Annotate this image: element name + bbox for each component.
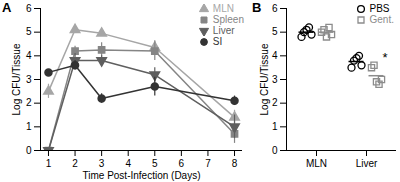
svg-text:3: 3 (272, 74, 278, 85)
html-text:Liver: Liver (212, 25, 235, 36)
svg-text:*: * (382, 50, 387, 65)
svg-text:2: 2 (272, 97, 278, 108)
svg-text:7: 7 (205, 158, 211, 169)
html-text:Spleen: Spleen (212, 14, 244, 25)
svg-text:Log CFU/Tissue: Log CFU/Tissue (11, 43, 22, 115)
svg-text:1: 1 (272, 121, 278, 132)
svg-text:6: 6 (272, 3, 278, 14)
svg-text:5: 5 (272, 26, 278, 37)
svg-text:MLN: MLN (306, 158, 327, 169)
svg-text:2: 2 (72, 158, 78, 169)
svg-text:Log CFU/Tissue: Log CFU/Tissue (259, 43, 270, 115)
svg-text:3: 3 (26, 74, 32, 85)
svg-text:4: 4 (26, 50, 32, 61)
svg-text:4: 4 (125, 158, 131, 169)
svg-text:2: 2 (26, 97, 32, 108)
html-text:SI: SI (212, 36, 223, 47)
svg-text:0: 0 (272, 145, 278, 156)
html-text:Gent.: Gent. (369, 14, 394, 25)
html-text:PBS: PBS (369, 3, 390, 14)
html-text:MLN: MLN (212, 3, 234, 14)
html-text:B: B (252, 0, 262, 15)
svg-text:6: 6 (26, 3, 32, 14)
svg-text:3: 3 (99, 158, 105, 169)
svg-text:0: 0 (26, 145, 32, 156)
svg-text:4: 4 (272, 50, 278, 61)
svg-text:Liver: Liver (356, 158, 378, 169)
svg-text:1: 1 (46, 158, 52, 169)
html-text:A: A (2, 0, 12, 15)
svg-text:1: 1 (26, 121, 32, 132)
svg-text:6: 6 (179, 158, 185, 169)
svg-text:5: 5 (26, 26, 32, 37)
svg-text:Time Post-Infection (Days): Time Post-Infection (Days) (83, 170, 201, 181)
svg-text:8: 8 (232, 158, 238, 169)
svg-text:5: 5 (152, 158, 158, 169)
